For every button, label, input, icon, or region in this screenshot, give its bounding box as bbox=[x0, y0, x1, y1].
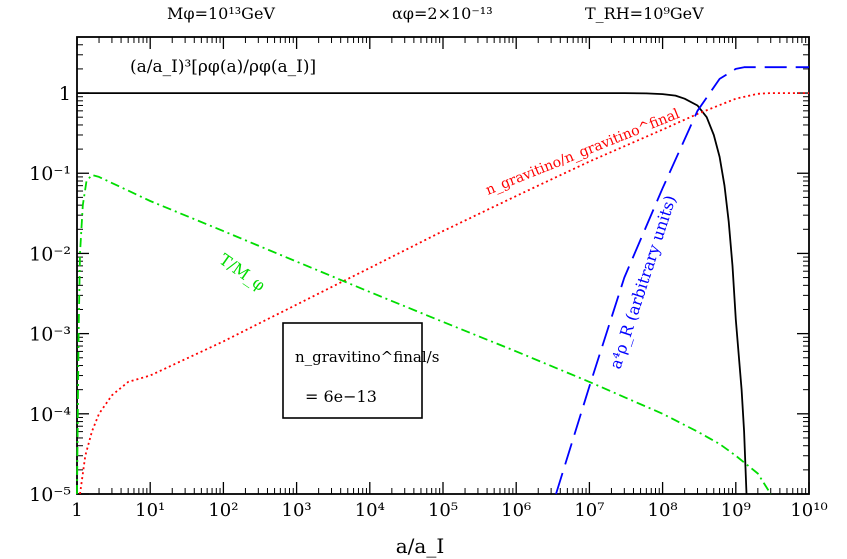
x-tick-label: 10⁹ bbox=[721, 500, 751, 521]
series-line-2 bbox=[76, 174, 772, 495]
y-tick-label: 10⁻² bbox=[29, 243, 71, 265]
y-tick-label: 10⁻⁵ bbox=[29, 484, 71, 506]
plot-frame bbox=[76, 36, 810, 495]
series-group bbox=[76, 66, 809, 495]
label-blue-series: a⁴ρ_R (arbitrary units) bbox=[606, 193, 680, 371]
header-trh: T_RH=10⁹GeV bbox=[585, 4, 704, 23]
y-tick-label: 1 bbox=[59, 83, 71, 105]
header-mass: Mφ=10¹³GeV bbox=[167, 4, 275, 23]
x-tick-label: 10⁵ bbox=[428, 500, 458, 521]
label-green-series: T/M_φ bbox=[216, 250, 269, 295]
x-tick-label: 10⁴ bbox=[355, 500, 385, 521]
y-tick-label: 10⁻³ bbox=[29, 324, 71, 346]
x-tick-label: 10⁷ bbox=[574, 500, 604, 521]
x-tick-label: 10³ bbox=[282, 500, 312, 521]
label-black-series: (a/a_I)³[ρφ(a)/ρφ(a_I)] bbox=[130, 57, 316, 77]
series-line-1 bbox=[79, 92, 809, 495]
x-tick-label: 10¹ bbox=[135, 500, 165, 521]
x-axis-label: a/a_I bbox=[396, 534, 445, 558]
series-line-3 bbox=[555, 66, 809, 495]
x-tick-label: 10² bbox=[208, 500, 238, 521]
y-tick-label: 10⁻¹ bbox=[29, 163, 71, 185]
annotation-box bbox=[282, 322, 423, 419]
x-tick-label: 10⁸ bbox=[648, 500, 678, 521]
axis-ticks: 1 10¹ 10² 10³ 10⁴ 10⁵ 10⁶ 10⁷ 10⁸ 10⁹ 10¹⁰ 1 10⁻¹ 10⁻… bbox=[29, 36, 828, 521]
x-tick-label: 1 bbox=[71, 500, 82, 521]
x-tick-label: 10⁶ bbox=[501, 500, 531, 521]
series-line-0 bbox=[77, 92, 748, 495]
annotation-line2: = 6e−13 bbox=[305, 387, 377, 406]
header-alpha: αφ=2×10⁻¹³ bbox=[392, 4, 493, 23]
label-red-series: n_gravitino/n_gravitino^final bbox=[484, 106, 683, 199]
y-tick-label: 10⁻⁴ bbox=[29, 404, 71, 426]
annotation-line1: n_gravitino^final/s bbox=[295, 348, 439, 366]
x-tick-label: 10¹⁰ bbox=[790, 500, 827, 521]
